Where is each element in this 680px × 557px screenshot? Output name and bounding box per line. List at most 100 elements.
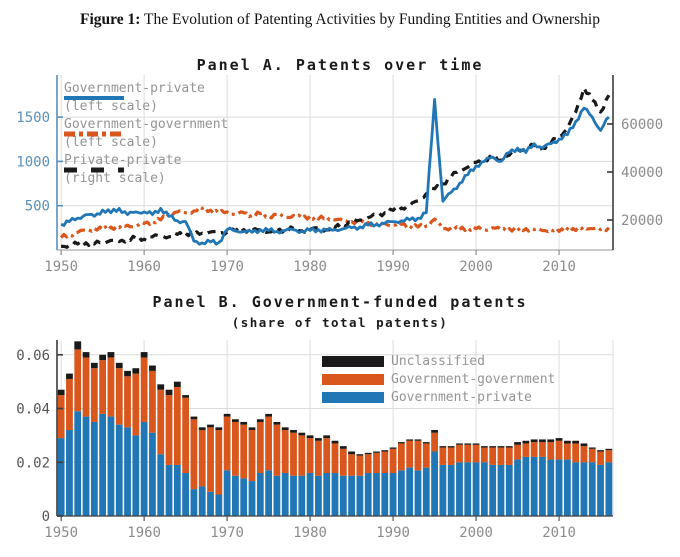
panel-b-subtitle: (share of total patents) [231,315,449,330]
bar-segment-government-private [107,416,115,516]
bar-segment-government-government [232,421,239,476]
bar-segment-unclassified [149,365,156,371]
bar-segment-unclassified [431,430,438,433]
bar-segment-unclassified [439,446,447,448]
bar-segment-government-private [422,467,430,516]
bar-segment-government-government [240,424,248,479]
bar-segment-government-government [389,448,397,473]
bar-segment-government-government [323,438,331,474]
x-tick-label: 2000 [459,525,493,541]
x-tick-label: 1970 [210,259,244,275]
bar-segment-government-private [373,473,380,516]
bar-segment-government-government [588,448,596,463]
legend-label-line1: Private-private [64,153,182,168]
bar-segment-government-government [555,440,563,460]
bar-segment-unclassified [505,446,513,448]
legend-line-dashed-icon [64,167,124,173]
x-tick-label: 2010 [542,259,576,275]
bar-segment-unclassified [414,439,422,441]
y-tick-label: 0.02 [16,455,50,471]
bar-segment-government-government [99,360,107,414]
legend-item-private-private: Private-private (right scale) [64,152,228,188]
bar-segment-government-government [82,357,90,417]
bar-segment-unclassified [232,419,239,422]
bar-segment-government-private [588,462,596,516]
bar-segment-government-government [563,443,571,460]
bar-segment-government-government [364,454,372,474]
bar-segment-unclassified [547,439,555,443]
bar-segment-unclassified [198,427,206,431]
bar-segment-government-government [298,435,306,476]
bar-segment-unclassified [381,450,389,452]
bar-segment-government-government [173,387,181,465]
bar-segment-government-private [580,462,588,516]
bar-segment-unclassified [580,443,588,447]
bar-segment-government-private [115,424,123,516]
bar-segment-unclassified [66,373,73,379]
bar-segment-unclassified [57,389,65,396]
bar-segment-unclassified [107,352,115,358]
bar-segment-unclassified [522,440,530,444]
figure-caption: Figure 1: The Evolution of Patenting Act… [0,11,680,29]
bar-segment-government-government [489,447,497,465]
panel-b-plot: 1950 1960 1970 1980 1990 2000 2010 0 0.02 0.04 0.0… [16,340,614,541]
bar-segment-government-government [339,448,347,476]
bar-segment-government-private [514,459,521,516]
bar-segment-unclassified [140,352,148,358]
bar-segment-government-private [281,473,289,516]
bar-segment-government-government [198,430,206,487]
bar-segment-unclassified [555,438,563,441]
bar-segment-unclassified [182,395,190,398]
bar-segment-unclassified [514,442,521,445]
bar-segment-government-private [547,459,555,516]
bar-segment-unclassified [588,447,596,449]
bar-segment-government-private [439,464,447,516]
bar-segment-government-private [132,435,140,516]
bar-segment-unclassified [464,443,472,445]
bar-segment-unclassified [373,451,380,453]
legend-line-solid-icon [64,96,124,100]
bar-segment-government-private [240,478,248,516]
bar-segment-government-government [373,452,380,473]
bar-segment-government-private [140,421,148,516]
bar-segment-government-private [539,456,546,516]
bar-segment-government-government [265,416,273,471]
bar-segment-government-government [290,432,297,476]
bar-segment-government-government [57,395,65,439]
bar-segment-unclassified [389,447,397,449]
y-tick-label: 0 [42,509,50,525]
bar-segment-government-government [356,455,364,476]
y-tick-label: 0.06 [16,348,50,364]
bar-segment-government-government [207,427,214,492]
legend-line-dashdot-icon [64,131,124,137]
legend-label: Government-private (left scale) [64,80,205,116]
left-tick-label: 1000 [16,154,50,170]
bar-segment-government-private [339,475,347,516]
bar-segment-government-government [497,447,505,465]
bar-segment-government-private [74,411,82,516]
bar-segment-government-private [472,462,480,516]
bar-segment-government-government [157,389,165,455]
bar-segment-government-private [256,473,264,516]
bar-segment-government-private [555,459,563,516]
bar-segment-government-government [149,370,156,433]
bar-segment-unclassified [530,439,538,443]
bar-segment-government-private [497,464,505,516]
bar-segment-government-private [331,473,339,516]
left-tick-label: 1500 [16,110,50,126]
bar-segment-government-private [505,464,513,516]
bar-segment-government-government [505,447,513,465]
bar-segment-government-government [580,446,588,463]
bar-segment-government-government [447,447,455,465]
bar-segment-unclassified [563,440,571,444]
bar-segment-unclassified [489,446,497,448]
bar-segment-government-private [572,462,580,516]
bar-segment-unclassified [456,443,463,445]
bar-segment-government-private [530,456,538,516]
bar-segment-government-government [348,454,355,476]
bar-segment-government-private [173,464,181,516]
bar-segment-unclassified [290,430,297,433]
bar-segment-government-government [124,376,131,428]
legend-item-government-private: Government-private (left scale) [64,80,228,116]
panel-b-legend: Unclassified Government-government Gover… [322,352,555,406]
